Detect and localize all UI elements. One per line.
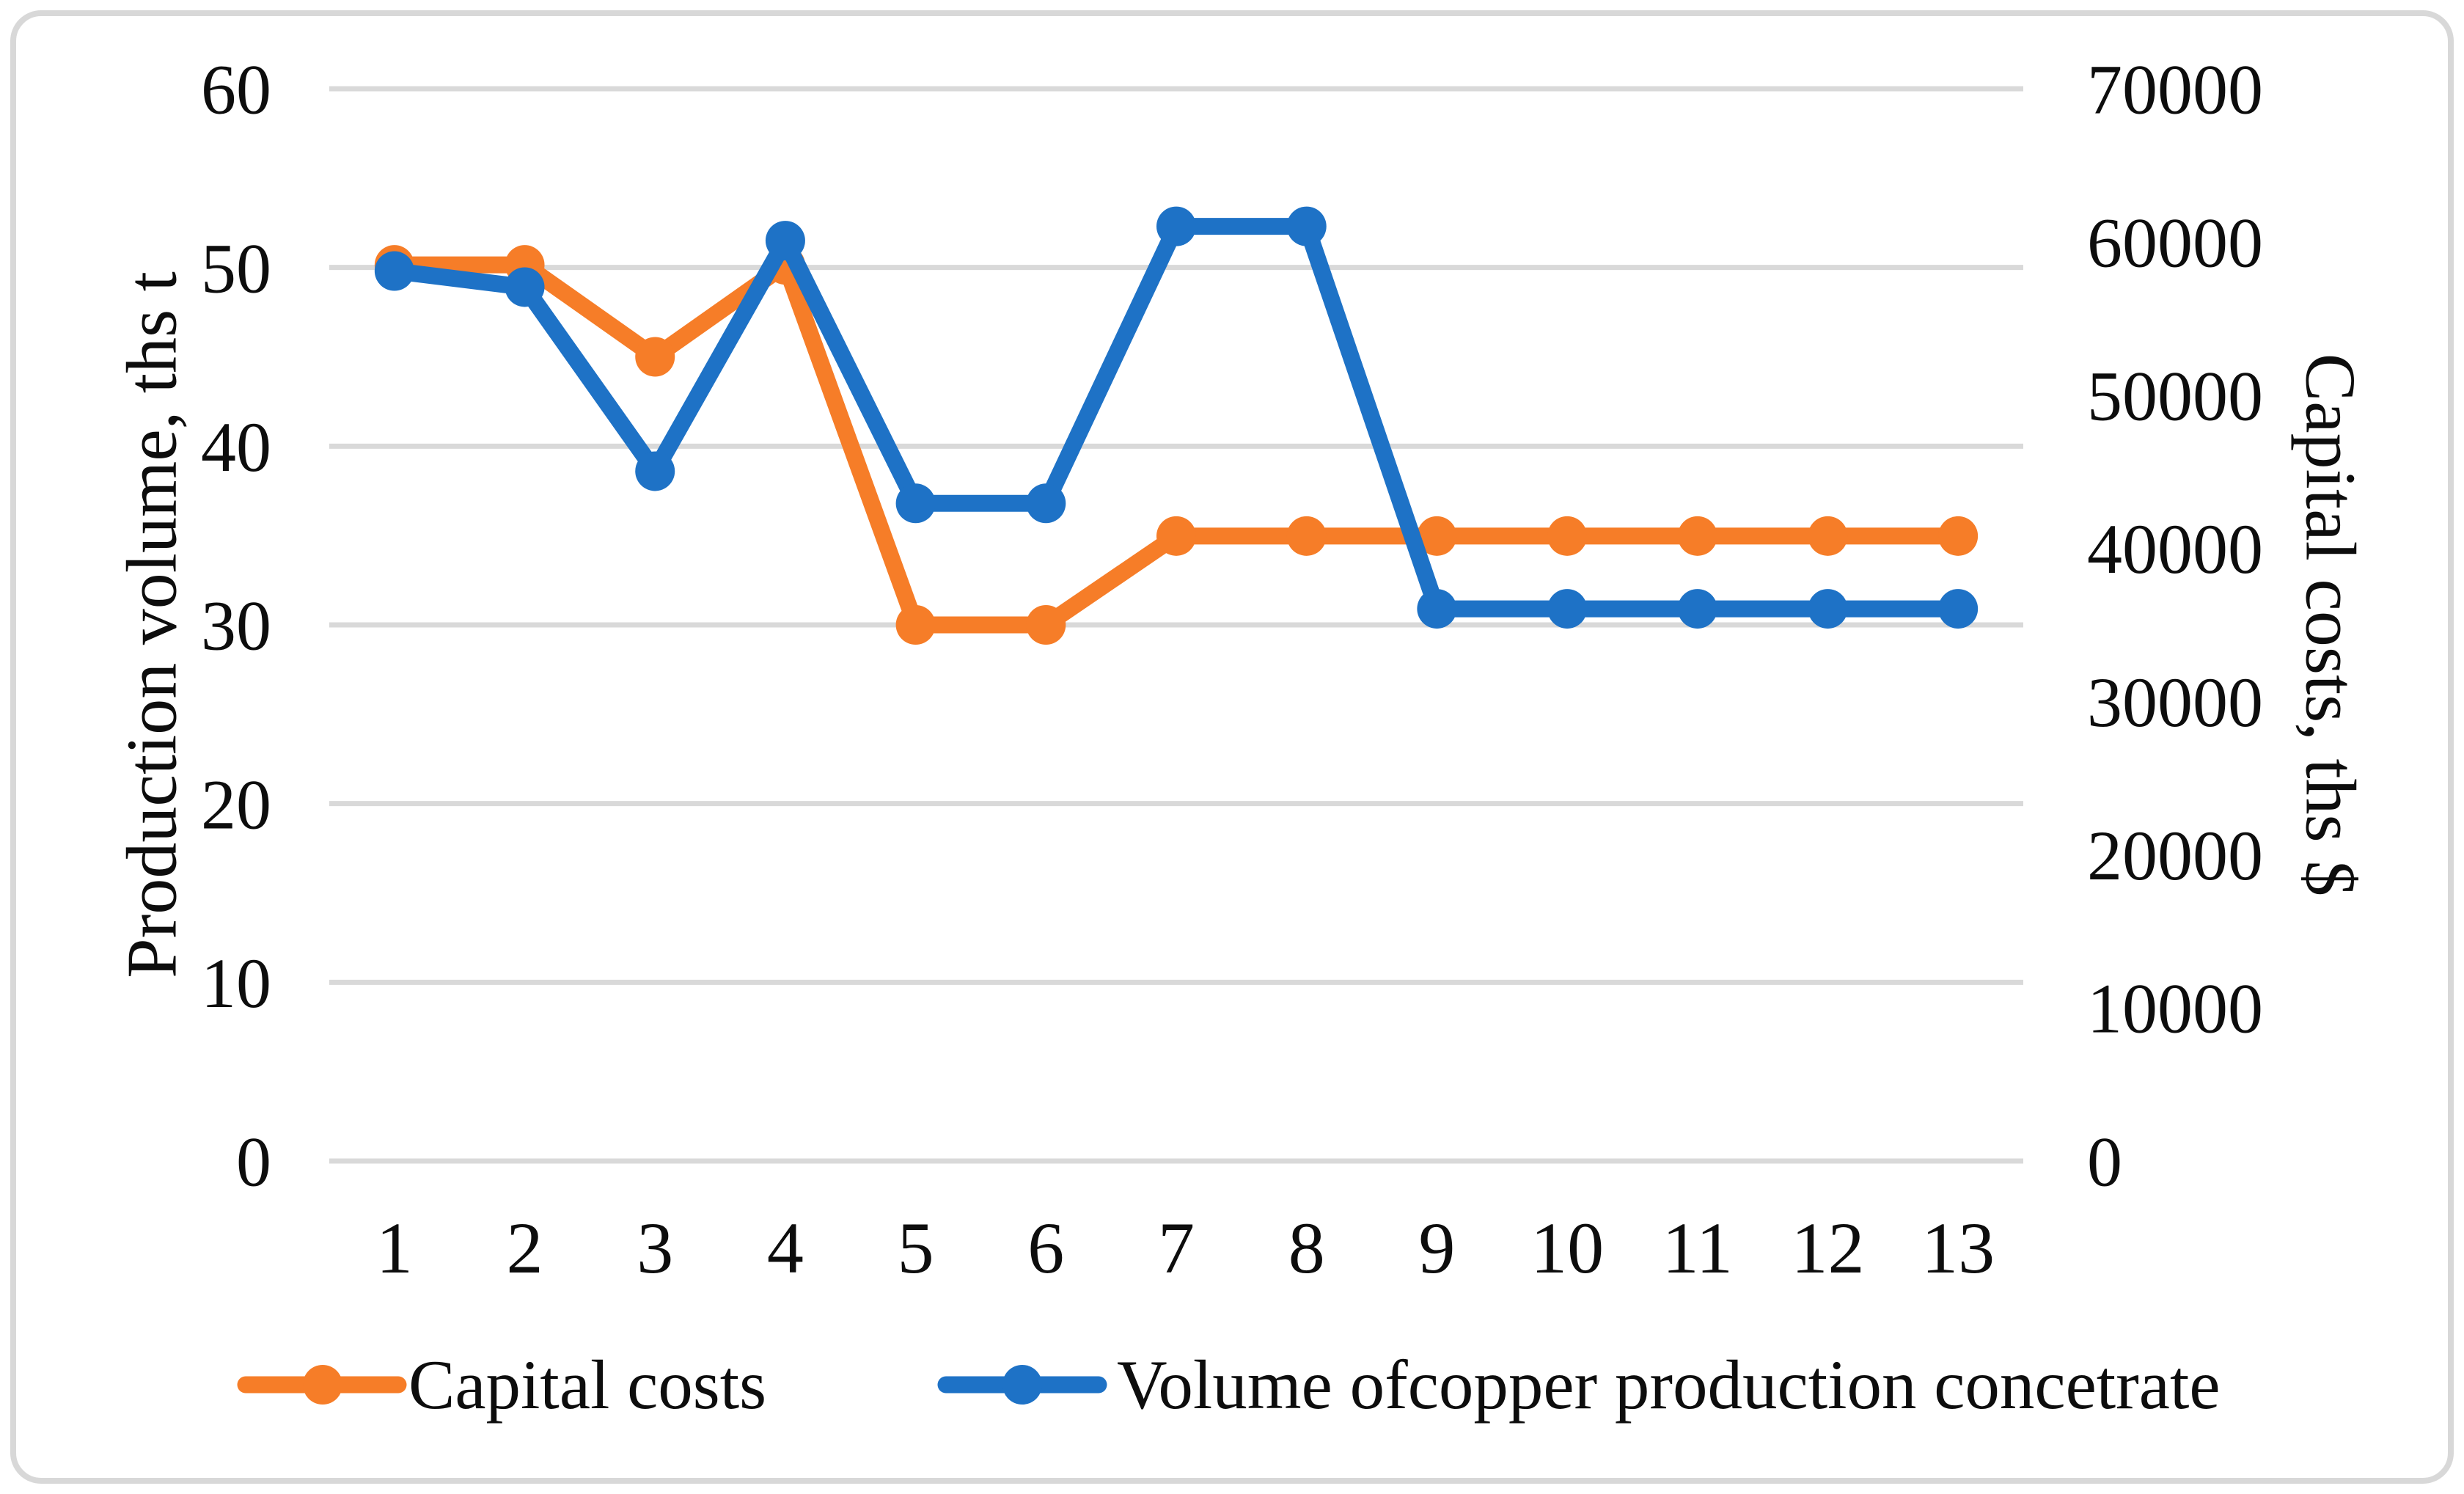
data-point-marker — [1938, 589, 1979, 629]
y-axis-right-tick-label: 40000 — [2087, 510, 2263, 588]
legend-item-volume: Volume ofcopper production concetrate — [937, 1346, 2221, 1424]
y-axis-left-tick-label: 50 — [201, 229, 271, 307]
y-axis-right-tick-label: 60000 — [2087, 203, 2263, 282]
data-point-marker — [1677, 589, 1717, 629]
data-point-marker — [1156, 516, 1196, 556]
data-point-marker — [635, 337, 675, 377]
series-group — [374, 206, 1979, 645]
legend-item-capital-costs: Capital costs — [237, 1346, 766, 1424]
data-point-marker — [1417, 589, 1457, 629]
y-axis-right-tick-label: 20000 — [2087, 816, 2263, 895]
left-axis-tick-labels: 0 10 20 30 40 50 60 — [201, 51, 271, 1201]
y-axis-right-tick-label: 50000 — [2087, 356, 2263, 435]
data-point-marker — [1417, 516, 1457, 556]
data-point-marker — [1026, 605, 1066, 645]
data-point-marker — [1286, 206, 1327, 246]
data-point-marker — [1677, 516, 1717, 556]
data-point-marker — [895, 483, 936, 524]
y-axis-right-tick-label: 10000 — [2087, 970, 2263, 1048]
x-axis-tick-label: 13 — [1921, 1207, 1995, 1289]
data-point-marker — [1808, 516, 1848, 556]
x-axis-tick-label: 12 — [1791, 1207, 1864, 1289]
x-axis-tick-label: 5 — [898, 1207, 934, 1289]
right-axis-tick-labels: 0 10000 20000 30000 40000 50000 60000 70000 — [2087, 51, 2263, 1201]
data-point-marker — [1547, 516, 1588, 556]
x-axis-tick-label: 8 — [1288, 1207, 1325, 1289]
x-axis-tick-labels: 1 2 3 4 5 6 7 8 9 10 11 12 13 — [376, 1207, 1995, 1289]
left-axis-title: Production volume, ths t — [112, 271, 191, 978]
data-point-marker — [505, 267, 545, 307]
capital-costs-legend-marker-icon — [303, 1365, 342, 1405]
data-point-marker — [1286, 516, 1327, 556]
data-point-marker — [374, 251, 414, 291]
legend: Capital costs Volume ofcopper production… — [237, 1346, 2221, 1424]
data-point-marker — [895, 605, 936, 645]
volume-legend-label: Volume ofcopper production concetrate — [1117, 1346, 2221, 1424]
x-axis-tick-label: 10 — [1530, 1207, 1604, 1289]
x-axis-tick-label: 9 — [1418, 1207, 1455, 1289]
volume-legend-marker-icon — [1002, 1365, 1042, 1405]
data-point-marker — [1026, 483, 1066, 524]
x-axis-tick-label: 1 — [376, 1207, 413, 1289]
y-axis-left-tick-label: 10 — [201, 944, 271, 1022]
right-axis-title: Capital costs, ths $ — [2291, 354, 2370, 896]
gridlines-group — [329, 86, 2023, 1164]
y-axis-left-tick-label: 60 — [201, 51, 271, 129]
capital-costs-legend-label: Capital costs — [408, 1346, 766, 1424]
data-point-marker — [765, 221, 805, 261]
x-axis-tick-label: 11 — [1662, 1207, 1733, 1289]
data-point-marker — [1938, 516, 1979, 556]
y-axis-left-tick-label: 40 — [201, 408, 271, 486]
y-axis-left-tick-label: 30 — [201, 587, 271, 665]
x-axis-tick-label: 6 — [1027, 1207, 1064, 1289]
y-axis-left-tick-label: 20 — [201, 765, 271, 843]
data-point-marker — [1547, 589, 1588, 629]
data-point-marker — [1156, 206, 1196, 246]
figure-border — [10, 10, 2454, 1484]
x-axis-tick-label: 7 — [1158, 1207, 1195, 1289]
x-axis-tick-label: 3 — [637, 1207, 673, 1289]
y-axis-right-tick-label: 0 — [2087, 1123, 2122, 1201]
x-axis-tick-label: 2 — [507, 1207, 543, 1289]
y-axis-right-tick-label: 30000 — [2087, 663, 2263, 741]
y-axis-left-tick-label: 0 — [236, 1123, 271, 1201]
x-axis-tick-label: 4 — [767, 1207, 804, 1289]
data-point-marker — [635, 451, 675, 491]
data-point-marker — [1808, 589, 1848, 629]
y-axis-right-tick-label: 70000 — [2087, 51, 2263, 129]
